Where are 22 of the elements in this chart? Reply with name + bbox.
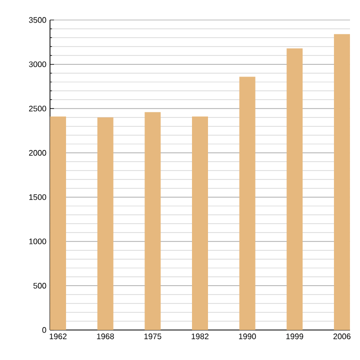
y-tick-label: 0 — [42, 327, 46, 333]
bar — [50, 116, 66, 330]
x-tick-label: 1968 — [97, 334, 114, 340]
x-tick-label: 1975 — [144, 334, 162, 340]
x-tick-label: 1962 — [50, 334, 67, 340]
bar — [97, 117, 114, 330]
x-tick-label: 1982 — [192, 334, 208, 340]
y-tick-label: 500 — [33, 282, 46, 289]
bar — [286, 48, 303, 330]
x-tick-label: 1999 — [286, 334, 304, 340]
bar — [334, 34, 350, 330]
y-tick-label: 3500 — [28, 17, 46, 23]
y-tick-label: 3000 — [28, 61, 46, 68]
y-tick-label: 1500 — [29, 194, 46, 200]
bar — [144, 112, 161, 330]
x-tick-label: 1990 — [239, 334, 256, 340]
y-tick-label: 1000 — [29, 238, 46, 244]
x-tick-label: 2006 — [333, 334, 350, 340]
y-tick-label: 2500 — [29, 106, 46, 112]
bar — [239, 76, 256, 330]
y-tick-label: 2000 — [29, 150, 46, 156]
bar — [192, 116, 208, 330]
